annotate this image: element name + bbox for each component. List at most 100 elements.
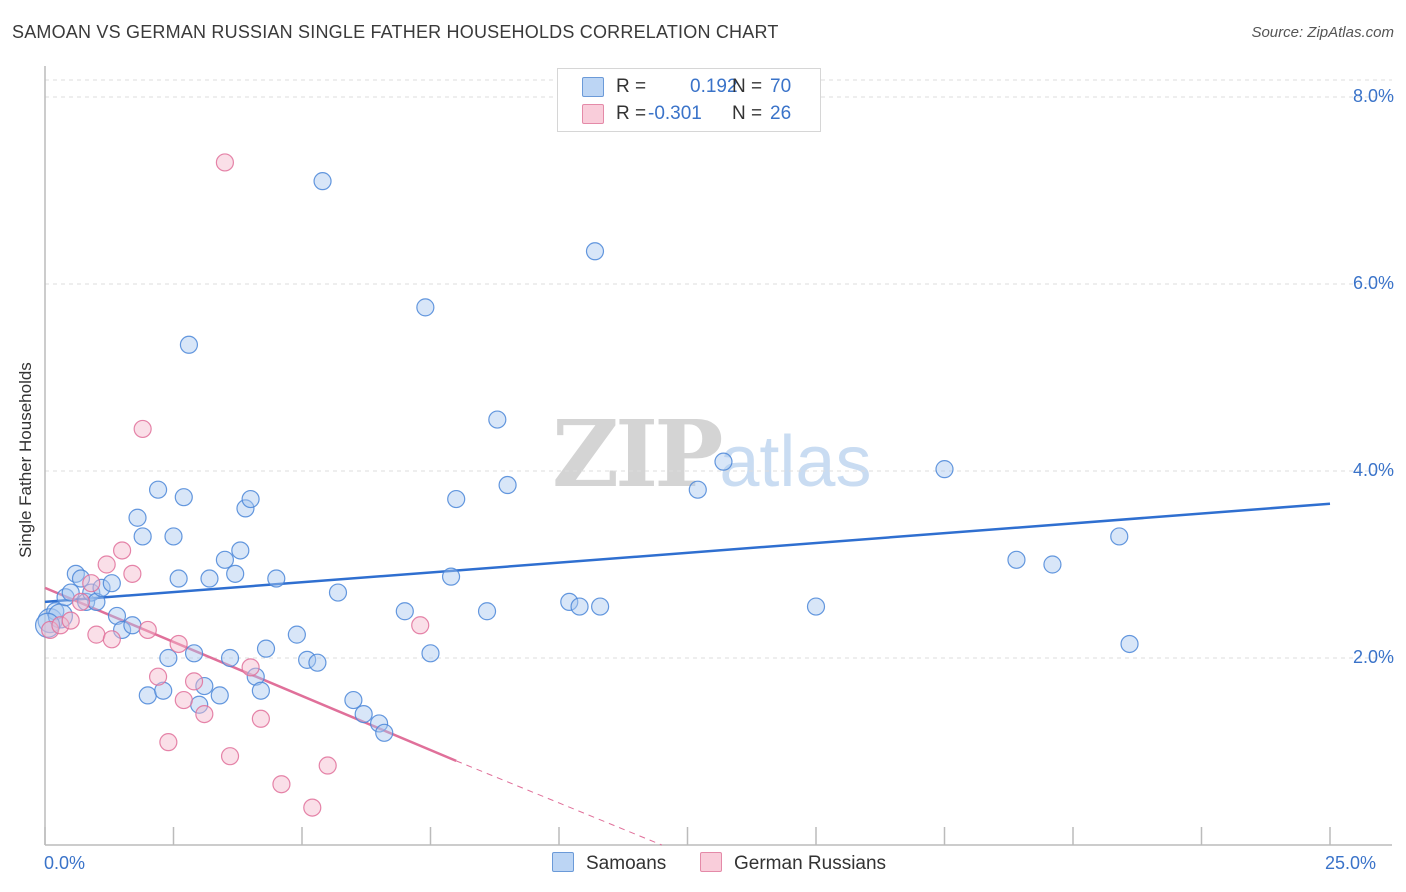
german-russians-point [41,620,60,640]
y-tick-label: 6.0% [1352,273,1394,293]
samoans-point [328,583,348,602]
german-russians-point [215,153,234,172]
correlation-legend: R = 0.192 N = 70 R = -0.301 N = 26 [557,68,821,132]
german-russians-point [184,672,204,691]
german-russians-point [82,574,101,593]
samoans-point [416,298,435,317]
samoans-point [935,460,954,479]
german-russians-point [411,616,430,635]
german-russians-point [112,541,132,560]
samoans-point [591,597,610,616]
german-russians-point [61,611,80,630]
samoans-point [107,606,127,626]
bottom-legend-label-german-russians: German Russians [734,853,887,874]
samoans-point [123,616,142,635]
chart-source: Source: ZipAtlas.com [1251,24,1394,41]
y-axis-label: Single Father Households [16,362,35,558]
samoans-point [344,690,363,710]
samoans-point [1110,527,1129,546]
axes [44,66,1392,846]
samoans-point [220,648,240,668]
german-russians-point [318,756,337,775]
german-russians-point [159,733,178,752]
bottom-legend-swatch-german-russians [700,852,722,872]
german-russians-trend-extension [456,760,662,846]
chart-title: SAMOAN VS GERMAN RUSSIAN SINGLE FATHER H… [12,22,779,42]
legend-n-label: N = [732,103,763,124]
samoans-point [688,480,707,499]
samoans-point [477,602,497,621]
samoans-point [87,592,106,612]
samoans-point [806,597,826,616]
samoans-point [441,567,461,586]
samoans-point [714,452,733,471]
samoans-point [236,499,255,518]
legend-r-value: -0.301 [648,103,702,124]
samoans-point [159,648,178,668]
german-russians-point [133,419,152,439]
samoans-point [128,508,147,527]
x-tick-label-max: 25.0% [1325,853,1377,873]
german-russians-point [272,775,291,794]
german-russians-point [195,704,214,724]
samoans-point [184,644,204,663]
watermark: ZIPatlas [552,400,871,508]
y-tick-label: 2.0% [1352,647,1394,667]
samoans-point [560,592,579,612]
samoans-point [488,410,507,429]
samoans-point [354,704,373,724]
german-russians-point [220,747,240,766]
samoans-point [1043,555,1062,574]
samoans-point [210,686,229,705]
legend-n-label: N = [732,76,763,97]
legend-n-value: 26 [770,103,792,124]
samoans-point [585,242,605,261]
samoans-point [61,583,80,602]
samoans-point [313,172,332,191]
samoans-point [169,569,188,588]
german-russians-point [241,658,260,677]
legend-swatch-german-russians [582,104,604,124]
samoans-point [46,602,65,621]
samoans-point [375,723,394,742]
samoans-point [133,527,152,546]
samoans-point [226,564,245,583]
samoans-point [200,569,219,588]
samoans-point [148,480,168,499]
gridlines [45,79,1392,659]
bottom-legend-samoans: Samoans [552,852,666,875]
samoans-point [82,583,101,602]
samoans-point [1007,550,1026,569]
bottom-legend-swatch-samoans [552,852,574,872]
german-russians-point [97,555,116,574]
samoans-point [370,714,389,733]
y-tick-label: 8.0% [1352,86,1394,106]
german-russians-point [102,630,121,649]
samoans-point [1120,634,1139,654]
legend-swatch-samoans [582,77,604,97]
legend-row-samoans: R = 0.192 N = 70 [558,74,820,100]
samoans-point [395,602,414,621]
samoans-point [71,569,91,588]
samoans-point [77,592,96,612]
german-russians-point [303,798,322,817]
samoans-point [174,488,193,507]
samoans-point [498,475,517,495]
samoans-point [298,650,317,669]
samoans-point [246,667,265,686]
german-russians-point [51,616,70,635]
samoans-point [570,597,589,616]
x-tick-label-min: 0.0% [44,853,86,873]
samoans-point [241,489,260,509]
samoans-point [112,620,132,640]
samoans-point [215,550,234,569]
samoans-point [287,625,306,644]
legend-row-german-russians: R = -0.301 N = 26 [558,101,820,127]
watermark-atlas: atlas [719,422,872,502]
german-russians-point [174,690,193,710]
legend-r-label: R = [616,103,647,124]
samoans-point [267,569,286,588]
watermark-zip: ZIP [552,400,723,508]
samoans-point [164,527,183,546]
